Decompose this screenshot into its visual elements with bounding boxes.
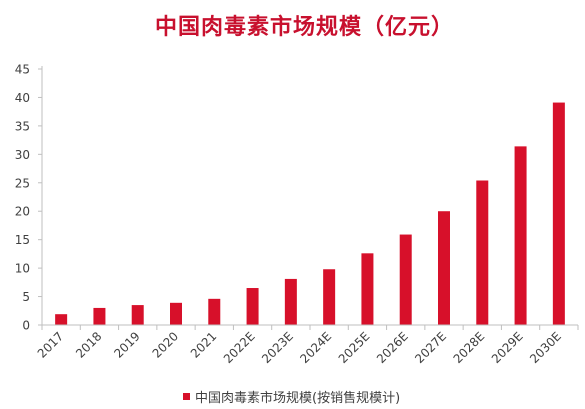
bar-2028E <box>476 180 489 325</box>
bar-2030E <box>552 102 565 325</box>
bar-2029E <box>514 146 527 325</box>
x-tick-label: 2019 <box>111 329 142 360</box>
bar-2020 <box>170 302 182 325</box>
y-tick-label: 45 <box>15 63 30 77</box>
bar-2017 <box>55 314 68 325</box>
y-tick-label: 5 <box>22 290 30 304</box>
x-tick-label: 2021 <box>188 329 219 360</box>
x-axis-ticks: 2017 2018 2019 2020 2021 2022E 2023E 2024E 2025E… <box>35 325 579 366</box>
bar-2023E <box>284 278 297 325</box>
x-tick-label: 2029E <box>489 329 526 366</box>
x-tick-label: 2024E <box>297 329 334 366</box>
x-tick-label: 2030E <box>527 329 564 366</box>
bar-2019 <box>131 305 144 325</box>
bar-2025E <box>361 253 374 325</box>
y-axis-ticks: 0 5 10 15 20 25 30 35 40 45 <box>15 63 42 333</box>
y-tick-label: 30 <box>15 148 30 162</box>
y-tick-label: 0 <box>22 319 30 333</box>
y-tick-label: 15 <box>15 233 30 247</box>
y-tick-label: 25 <box>15 176 30 190</box>
bar-2026E <box>399 234 412 325</box>
legend: 中国肉毒素市场规模(按销售规模计) <box>183 386 400 406</box>
x-tick-label: 2027E <box>412 329 449 366</box>
bar-2024E <box>323 269 336 325</box>
x-tick-label: 2025E <box>336 329 373 366</box>
x-tick-label: 2023E <box>259 329 296 366</box>
x-tick-label: 2018 <box>73 329 104 360</box>
x-tick-label: 2020 <box>150 329 181 360</box>
bar-series <box>55 102 565 325</box>
y-tick-label: 35 <box>15 119 30 133</box>
x-tick-label: 2026E <box>374 329 411 366</box>
x-tick-label: 2028E <box>451 329 488 366</box>
x-tick-label: 2017 <box>35 329 66 360</box>
bar-2018 <box>93 307 106 325</box>
y-tick-label: 40 <box>15 91 30 105</box>
x-tick-label: 2022E <box>221 329 258 366</box>
y-tick-label: 20 <box>15 205 30 219</box>
bar-2027E <box>438 211 450 325</box>
legend-label: 中国肉毒素市场规模(按销售规模计) <box>195 390 401 406</box>
legend-swatch <box>183 392 190 400</box>
bar-2021 <box>208 298 221 325</box>
bar-2022E <box>246 288 259 325</box>
chart-title: 中国肉毒素市场规模（亿元） <box>154 15 454 40</box>
y-tick-label: 10 <box>15 262 30 276</box>
